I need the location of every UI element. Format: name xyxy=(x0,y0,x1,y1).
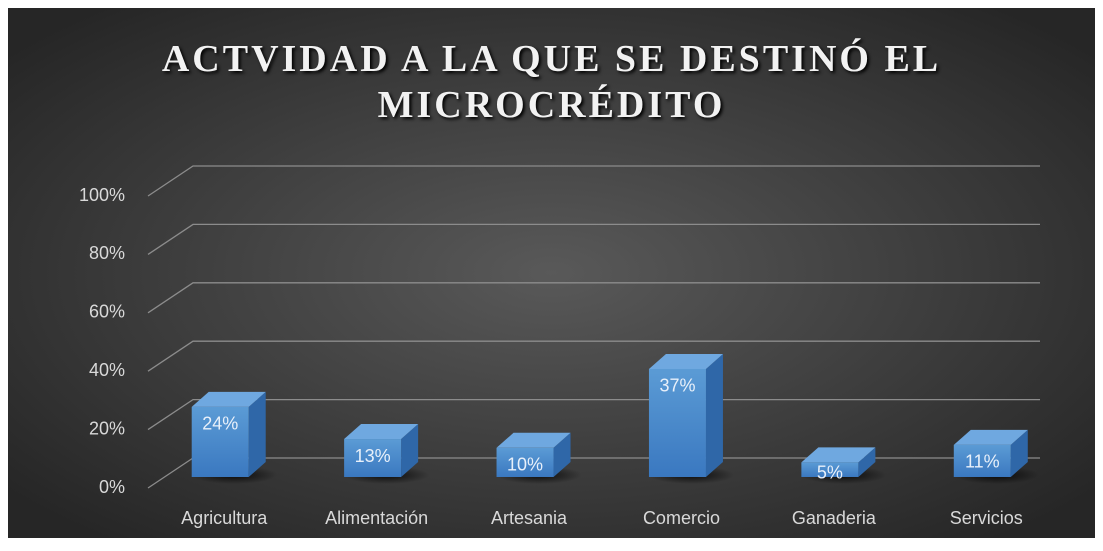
grid-line xyxy=(147,340,1040,372)
x-tick-label: Agricultura xyxy=(181,508,268,528)
data-label: 11% xyxy=(965,452,1000,472)
bar xyxy=(344,439,402,477)
y-tick-label: 80% xyxy=(89,243,125,263)
grid-line xyxy=(147,398,1040,431)
data-label: 13% xyxy=(355,446,391,466)
bar xyxy=(496,447,554,477)
bar xyxy=(801,462,859,477)
bar-side xyxy=(858,447,876,477)
x-tick-label: Artesania xyxy=(491,508,568,528)
data-label: 10% xyxy=(507,455,543,475)
bar xyxy=(191,406,249,477)
y-tick-label: 100% xyxy=(79,185,125,205)
chart-title: ACTVIDAD A LA QUE SE DESTINÓ EL MICROCRÉ… xyxy=(161,38,942,126)
x-tick-label: Servicios xyxy=(950,508,1023,528)
grid-line xyxy=(147,223,1040,255)
grid-line xyxy=(147,282,1040,314)
y-tick-label: 0% xyxy=(99,477,125,497)
bar xyxy=(648,368,706,477)
bar-top xyxy=(496,432,571,448)
data-label: 5% xyxy=(817,462,843,482)
bar-side xyxy=(401,424,419,477)
bar-side xyxy=(1010,429,1028,477)
bar-top xyxy=(801,447,876,463)
x-tick-label: Ganaderia xyxy=(792,508,877,528)
bar-side xyxy=(248,391,266,477)
y-tick-label: 40% xyxy=(89,360,125,380)
bar-top xyxy=(953,429,1028,445)
x-tick-label: Alimentación xyxy=(325,508,428,528)
y-tick-label: 20% xyxy=(89,418,125,438)
bar-top xyxy=(191,391,266,407)
bar-top xyxy=(344,424,419,440)
data-label: 24% xyxy=(202,414,238,434)
bar-side xyxy=(553,432,571,477)
bar xyxy=(953,444,1011,477)
x-tick-label: Comercio xyxy=(643,508,720,528)
bar-side xyxy=(705,353,723,477)
grid-line xyxy=(147,165,1040,197)
data-label: 37% xyxy=(659,376,695,396)
y-tick-label: 60% xyxy=(89,302,125,322)
bar-top xyxy=(648,353,723,369)
